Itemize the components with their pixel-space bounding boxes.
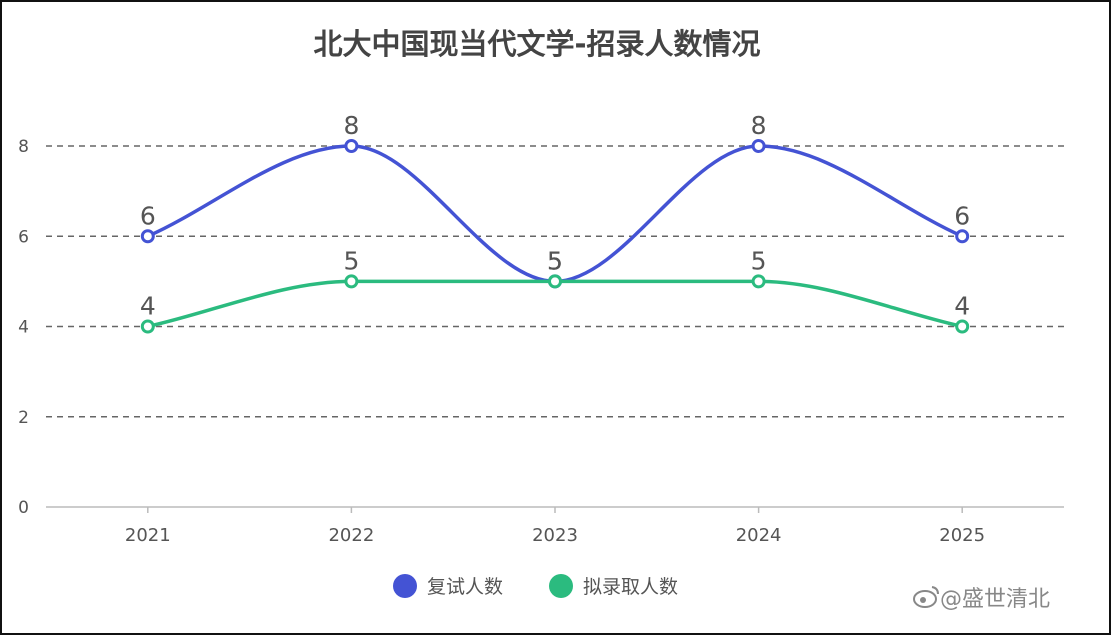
data-label: 4 xyxy=(140,292,156,321)
y-axis-ticks: 0 2 4 6 8 xyxy=(18,137,29,518)
legend-label: 复试人数 xyxy=(427,576,503,598)
data-point[interactable] xyxy=(344,274,359,289)
y-tick-label: 4 xyxy=(18,318,29,338)
watermark-text: @盛世清北 xyxy=(940,587,1050,612)
data-point[interactable] xyxy=(955,319,970,334)
legend-item[interactable]: 拟录取人数 xyxy=(549,574,678,598)
data-point[interactable] xyxy=(751,274,766,289)
data-label: 5 xyxy=(343,246,359,275)
data-label: 6 xyxy=(140,201,156,230)
x-axis: 2021 2022 2023 2024 2025 xyxy=(46,506,1064,546)
x-tick-label: 2022 xyxy=(328,525,374,546)
legend-swatch xyxy=(549,574,573,598)
legend-swatch xyxy=(393,574,417,598)
data-label: 8 xyxy=(343,111,359,140)
y-tick-label: 8 xyxy=(18,137,29,157)
x-tick-label: 2025 xyxy=(939,525,985,546)
legend[interactable]: 复试人数 拟录取人数 xyxy=(393,574,678,598)
data-point[interactable] xyxy=(140,229,155,244)
data-label: 4 xyxy=(954,292,970,321)
data-point[interactable] xyxy=(955,229,970,244)
x-tick-label: 2024 xyxy=(736,525,782,546)
grid-lines xyxy=(46,145,1064,418)
y-tick-label: 0 xyxy=(18,498,29,518)
x-tick-label: 2023 xyxy=(532,525,578,546)
data-label: 5 xyxy=(751,246,767,275)
watermark: @盛世清北 xyxy=(913,586,1050,612)
series-2: 4 5 5 5 4 xyxy=(140,246,970,334)
series-lines: 6 8 5 8 6 4 5 5 5 4 xyxy=(140,111,970,334)
weibo-logo-icon xyxy=(913,586,939,608)
data-label: 5 xyxy=(547,246,563,275)
data-label: 6 xyxy=(954,201,970,230)
data-label: 5 xyxy=(547,246,563,275)
y-tick-label: 6 xyxy=(18,227,29,247)
data-label: 8 xyxy=(751,111,767,140)
legend-item[interactable]: 复试人数 xyxy=(393,574,503,598)
data-point[interactable] xyxy=(344,139,359,153)
x-tick-label: 2021 xyxy=(125,525,171,546)
legend-label: 拟录取人数 xyxy=(583,576,678,598)
chart-title: 北大中国现当代文学-招录人数情况 xyxy=(313,27,760,61)
data-point[interactable] xyxy=(140,319,155,334)
data-point[interactable] xyxy=(751,139,766,153)
data-point[interactable] xyxy=(548,274,562,289)
y-tick-label: 2 xyxy=(18,408,29,428)
